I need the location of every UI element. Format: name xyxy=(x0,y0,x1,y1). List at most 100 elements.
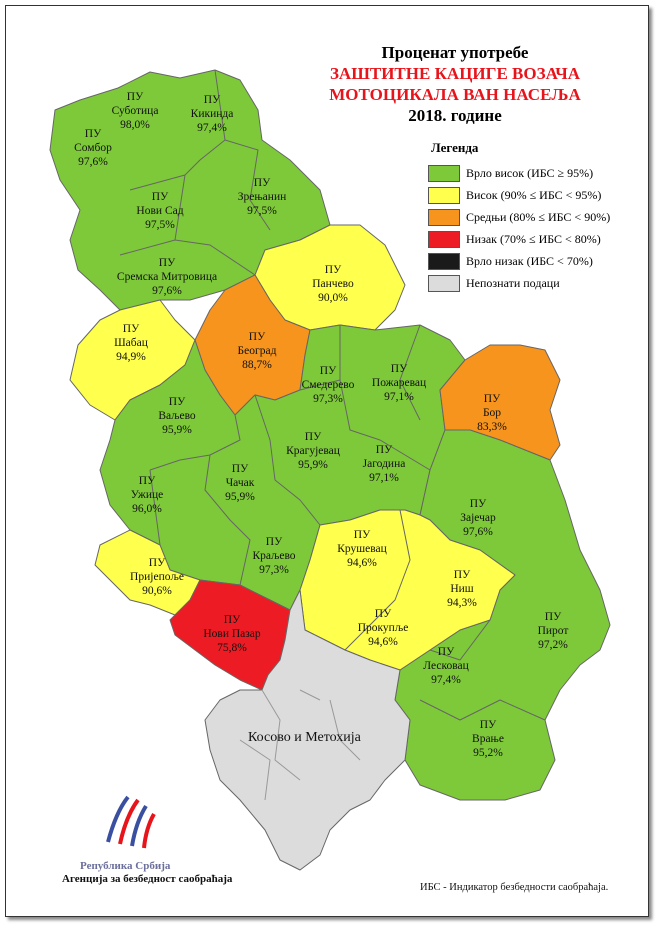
legend-item: Висок (90% ≤ ИБС < 95%) xyxy=(428,184,610,206)
region-value: 97,4% xyxy=(431,674,461,686)
legend-label: Висок (90% ≤ ИБС < 95%) xyxy=(466,187,602,202)
footnote: ИБС - Индикатор безбедности саобраћаја. xyxy=(420,882,609,893)
region-label-leskovac: ПУ Лесковац 97,4% xyxy=(423,645,469,687)
region-label-kragujevac: ПУ Крагујевац 95,9% xyxy=(286,430,340,472)
region-value: 97,6% xyxy=(152,285,182,297)
region-name: ПУ Шабац xyxy=(114,323,148,349)
legend-label: Врло висок (ИБС ≥ 95%) xyxy=(466,165,594,180)
legend-label: Непознати подаци xyxy=(466,275,560,290)
region-label-sombor: ПУ Сомбор 97,6% xyxy=(74,127,112,169)
title-line1: Проценат употребе xyxy=(381,43,529,62)
legend-item: Низак (70% ≤ ИБС < 80%) xyxy=(428,228,610,250)
agency-logo-icon xyxy=(106,795,156,849)
region-value: 83,3% xyxy=(477,421,507,433)
region-name: ПУ Прокупље xyxy=(357,608,409,634)
kosovo-label: Косово и Метохија xyxy=(248,730,361,745)
region-value: 97,3% xyxy=(313,393,343,405)
region-label-prokuplje: ПУ Прокупље 94,6% xyxy=(358,607,409,649)
region-name: ПУ Краљево xyxy=(252,536,296,562)
region-label-pirot: ПУ Пирот 97,2% xyxy=(538,610,569,652)
region-name: ПУ Зрењанин xyxy=(237,177,287,203)
region-label-kraljevo: ПУ Краљево 97,3% xyxy=(252,535,295,577)
region-label-kikinda: ПУ Кикинда 97,4% xyxy=(191,93,234,135)
region-label-zrenjanin: ПУ Зрењанин 97,5% xyxy=(238,176,287,218)
region-name: ПУ Ваљево xyxy=(158,396,196,422)
region-value: 90,0% xyxy=(318,292,348,304)
legend: Легенда Врло висок (ИБС ≥ 95%) Висок (90… xyxy=(428,140,610,294)
region-label-uzice: ПУ Ужице 96,0% xyxy=(131,474,164,516)
region-label-novi-pazar: ПУ Нови Пазар 75,8% xyxy=(203,613,260,655)
region-value: 97,1% xyxy=(384,391,414,403)
region-label-beograd: ПУ Београд 88,7% xyxy=(238,330,277,372)
legend-label: Врло низак (ИБС < 70%) xyxy=(466,253,593,268)
legend-swatch xyxy=(428,252,460,270)
region-value: 94,6% xyxy=(347,557,377,569)
legend-swatch xyxy=(428,274,460,292)
region-name: ПУ Крушевац xyxy=(337,529,387,555)
region-label-cacak: ПУ Чачак 95,9% xyxy=(225,462,255,504)
region-kosovo xyxy=(204,589,411,871)
region-value: 95,2% xyxy=(473,747,503,759)
map-title: Проценат употребе ЗАШТИТНЕ КАЦИГЕ ВОЗАЧА… xyxy=(300,42,610,126)
region-value: 95,9% xyxy=(298,459,328,471)
region-label-jagodina: ПУ Јагодина 97,1% xyxy=(363,443,406,485)
region-value: 94,3% xyxy=(447,597,477,609)
region-name: ПУ Јагодина xyxy=(362,444,406,470)
org-line2: Агенција за безбедност саобраћаја xyxy=(62,873,233,885)
legend-item: Средњи (80% ≤ ИБС < 90%) xyxy=(428,206,610,228)
region-label-smederevo: ПУ Смедерево 97,3% xyxy=(302,364,355,406)
region-name: ПУ Ниш xyxy=(450,569,474,595)
region-name: ПУ Смедерево xyxy=(301,365,355,391)
legend-item: Непознати подаци xyxy=(428,272,610,294)
region-name: ПУ Кикинда xyxy=(190,94,234,120)
region-name: ПУ Пожаревац xyxy=(371,363,427,389)
region-label-krusevac: ПУ Крушевац 94,6% xyxy=(337,528,387,570)
region-name: ПУ Пирот xyxy=(537,611,569,637)
region-value: 97,3% xyxy=(259,564,289,576)
region-name: ПУ Бор xyxy=(482,393,502,419)
legend-swatch xyxy=(428,186,460,204)
region-name: ПУ Ужице xyxy=(130,475,164,501)
region-value: 97,2% xyxy=(538,639,568,651)
region-label-bor: ПУ Бор 83,3% xyxy=(477,392,507,434)
region-name: ПУ Врање xyxy=(472,719,504,745)
title-line4: 2018. године xyxy=(408,106,502,125)
region-name: ПУ Чачак xyxy=(225,463,255,489)
region-label-valjevo: ПУ Ваљево 95,9% xyxy=(158,395,195,437)
region-name: ПУ Сомбор xyxy=(74,128,112,154)
region-label-novi-sad: ПУ Нови Сад 97,5% xyxy=(136,190,183,232)
org-line1: Република Србија xyxy=(80,860,171,872)
region-value: 98,0% xyxy=(120,119,150,131)
legend-item: Врло низак (ИБС < 70%) xyxy=(428,250,610,272)
region-label-sremska-mitrovica: ПУ Сремска Митровица 97,6% xyxy=(117,256,217,298)
region-value: 97,6% xyxy=(463,526,493,538)
legend-label: Низак (70% ≤ ИБС < 80%) xyxy=(466,231,601,246)
region-value: 97,5% xyxy=(247,205,277,217)
region-name: ПУ Зајечар xyxy=(460,498,496,524)
region-label-sabac: ПУ Шабац 94,9% xyxy=(114,322,148,364)
region-name: ПУ Београд xyxy=(237,331,277,357)
region-label-vranje: ПУ Врање 95,2% xyxy=(472,718,504,760)
region-value: 95,9% xyxy=(162,424,192,436)
region-label-pozarevac: ПУ Пожаревац 97,1% xyxy=(372,362,426,404)
region-value: 94,6% xyxy=(368,636,398,648)
region-value: 94,9% xyxy=(116,351,146,363)
region-value: 95,9% xyxy=(225,491,255,503)
region-value: 97,5% xyxy=(145,219,175,231)
legend-swatch xyxy=(428,164,460,182)
region-value: 75,8% xyxy=(217,642,247,654)
region-value: 97,4% xyxy=(197,122,227,134)
region-name: ПУ Панчево xyxy=(312,264,354,290)
region-value: 88,7% xyxy=(242,359,272,371)
region-name: ПУ Пријепоље xyxy=(130,557,184,583)
region-name: ПУ Нови Сад xyxy=(136,191,184,217)
region-value: 96,0% xyxy=(132,503,162,515)
legend-item: Врло висок (ИБС ≥ 95%) xyxy=(428,162,610,184)
legend-label: Средњи (80% ≤ ИБС < 90%) xyxy=(466,209,611,224)
region-name: ПУ Сремска Митровица xyxy=(116,257,218,283)
legend-swatch xyxy=(428,230,460,248)
region-value: 97,6% xyxy=(78,156,108,168)
region-label-pancevo: ПУ Панчево 90,0% xyxy=(312,263,354,305)
region-label-nis: ПУ Ниш 94,3% xyxy=(447,568,477,610)
